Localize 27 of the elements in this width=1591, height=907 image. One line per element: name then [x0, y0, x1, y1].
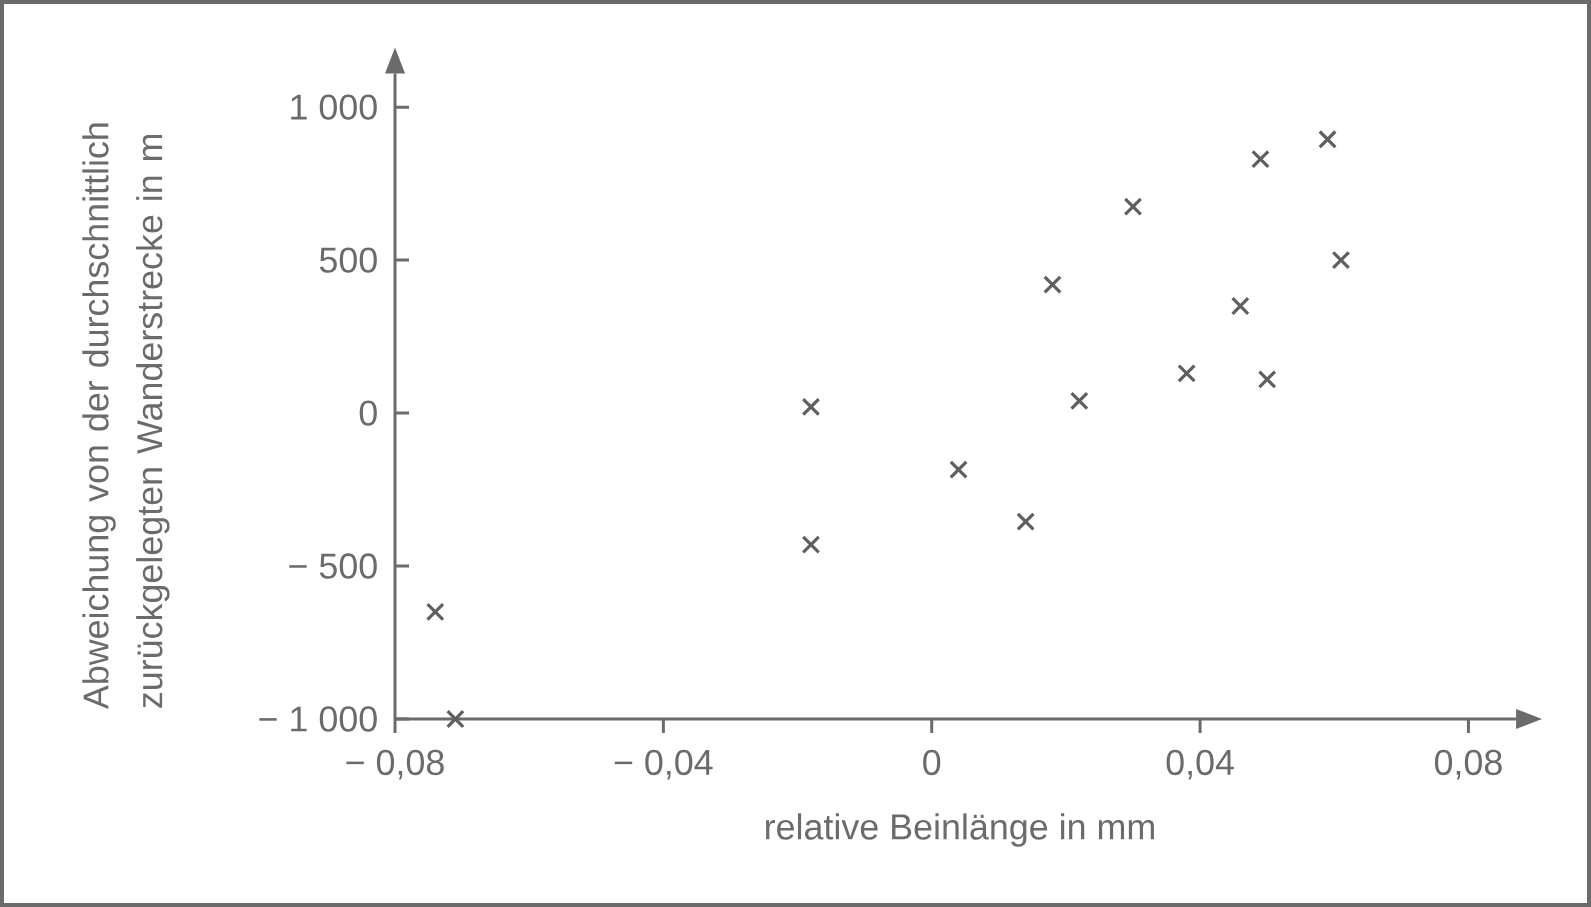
point	[801, 397, 821, 417]
x-tick-label: 0,08	[1434, 749, 1502, 780]
point	[949, 460, 968, 480]
point	[1069, 391, 1089, 411]
point	[425, 602, 445, 622]
x-tick-label: − 0,04	[614, 749, 713, 780]
x-axis-title: relative Beinlänge in mm	[766, 813, 1154, 847]
point	[1251, 149, 1270, 169]
point	[1123, 197, 1143, 216]
point	[446, 709, 465, 729]
y-tick-label: 1 000	[291, 94, 377, 120]
point	[1230, 296, 1250, 316]
x-tick-label: 0,04	[1166, 749, 1234, 780]
point	[1043, 275, 1062, 294]
x-tick-label: 0	[923, 749, 941, 776]
point	[1331, 250, 1351, 270]
x-tick-label: − 0,08	[346, 749, 444, 780]
y-tick-label: − 500	[289, 553, 377, 579]
y-tick-label: − 1 000	[259, 706, 377, 732]
point	[1016, 512, 1036, 532]
y-tick-label: 0	[359, 400, 377, 426]
point	[801, 535, 821, 554]
point	[1318, 129, 1337, 149]
y-axis-title: Abweichung von der durchschnittlich zurückgelegten Wanderstrecke in m	[82, 123, 170, 710]
point	[1257, 370, 1277, 389]
point	[1177, 363, 1197, 383]
y-tick-label: 500	[319, 247, 377, 273]
